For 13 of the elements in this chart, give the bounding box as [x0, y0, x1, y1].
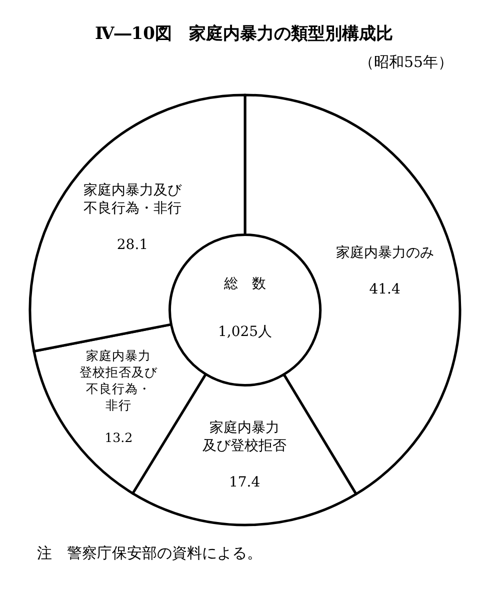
slice-label: 家庭内暴力のみ: [336, 244, 434, 261]
chart-subtitle: （昭和55年）: [359, 53, 454, 71]
slice-label: 家庭内暴力登校拒否及び不良行為・非行: [80, 348, 159, 412]
slice-label: 家庭内暴力及び登校拒否: [202, 420, 287, 454]
data-label: 13.2: [104, 430, 133, 446]
text: 注 警察庁保安部の資料による。: [37, 544, 262, 562]
text: 総 数: [223, 276, 266, 292]
text: 1,025人: [218, 324, 272, 340]
chart-title: Ⅳ―10図 家庭内暴力の類型別構成比: [95, 24, 393, 44]
data-label: 17.4: [228, 474, 260, 490]
data-label: 41.4: [369, 281, 400, 298]
data-label: 28.1: [116, 237, 148, 254]
slice-label: 家庭内暴力及び不良行為・非行: [83, 182, 182, 217]
